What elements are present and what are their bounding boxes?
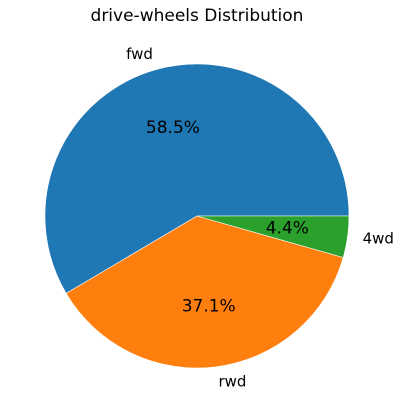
percent-label-4wd: 4.4% [266,219,309,239]
chart-title: drive-wheels Distribution [91,6,304,26]
pie-slice-4wd [196,215,350,258]
pie-labels: fwd 58.5% rwd 37.1% 4wd 4.4% [126,45,394,390]
percent-label-fwd: 58.5% [146,118,200,138]
pie-slice-fwd [44,63,350,294]
slice-label-fwd: fwd [126,45,153,63]
pie-slice-rwd [65,215,344,369]
slice-label-rwd: rwd [218,372,246,390]
slice-label-4wd: 4wd [363,230,394,248]
percent-label-rwd: 37.1% [182,296,236,316]
pie-slices [44,63,350,369]
